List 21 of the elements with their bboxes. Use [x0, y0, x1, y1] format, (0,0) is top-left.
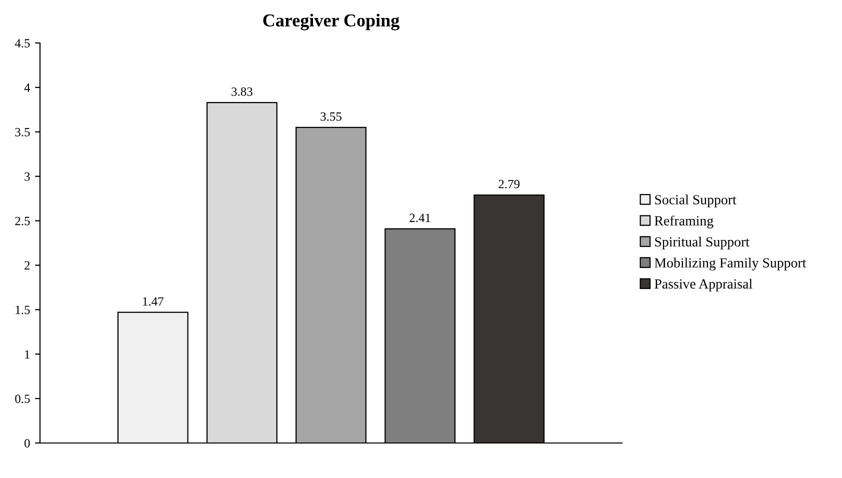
y-tick-label: 0 [24, 439, 30, 448]
y-tick-label: 1 [25, 350, 30, 358]
data-label: 1.47 [143, 297, 164, 306]
legend-label: Mobilizing Family Support [654, 258, 806, 270]
y-tick-label: 1.5 [16, 306, 30, 314]
y-tick-label: 2 [24, 261, 30, 270]
y-tick-label: 3 [24, 172, 30, 181]
legend-label: Social Support [655, 194, 736, 208]
data-label: 2.79 [498, 180, 520, 188]
y-tick-label: 2.5 [15, 216, 30, 226]
y-tick-label: 3.5 [15, 128, 30, 136]
data-label: 3.55 [320, 112, 342, 121]
data-label: 3.83 [232, 87, 252, 96]
chart-title: Caregiver Coping [263, 14, 400, 30]
legend-label: Reframing [654, 216, 714, 228]
y-tick-label: 4 [24, 84, 30, 92]
legend-label: Passive Appraisal [654, 278, 752, 292]
y-tick-label: 0.5 [15, 394, 30, 404]
legend-label: Spiritual Support [655, 236, 750, 250]
y-tick-label: 4.5 [14, 39, 30, 48]
data-label: 2.41 [410, 214, 430, 222]
